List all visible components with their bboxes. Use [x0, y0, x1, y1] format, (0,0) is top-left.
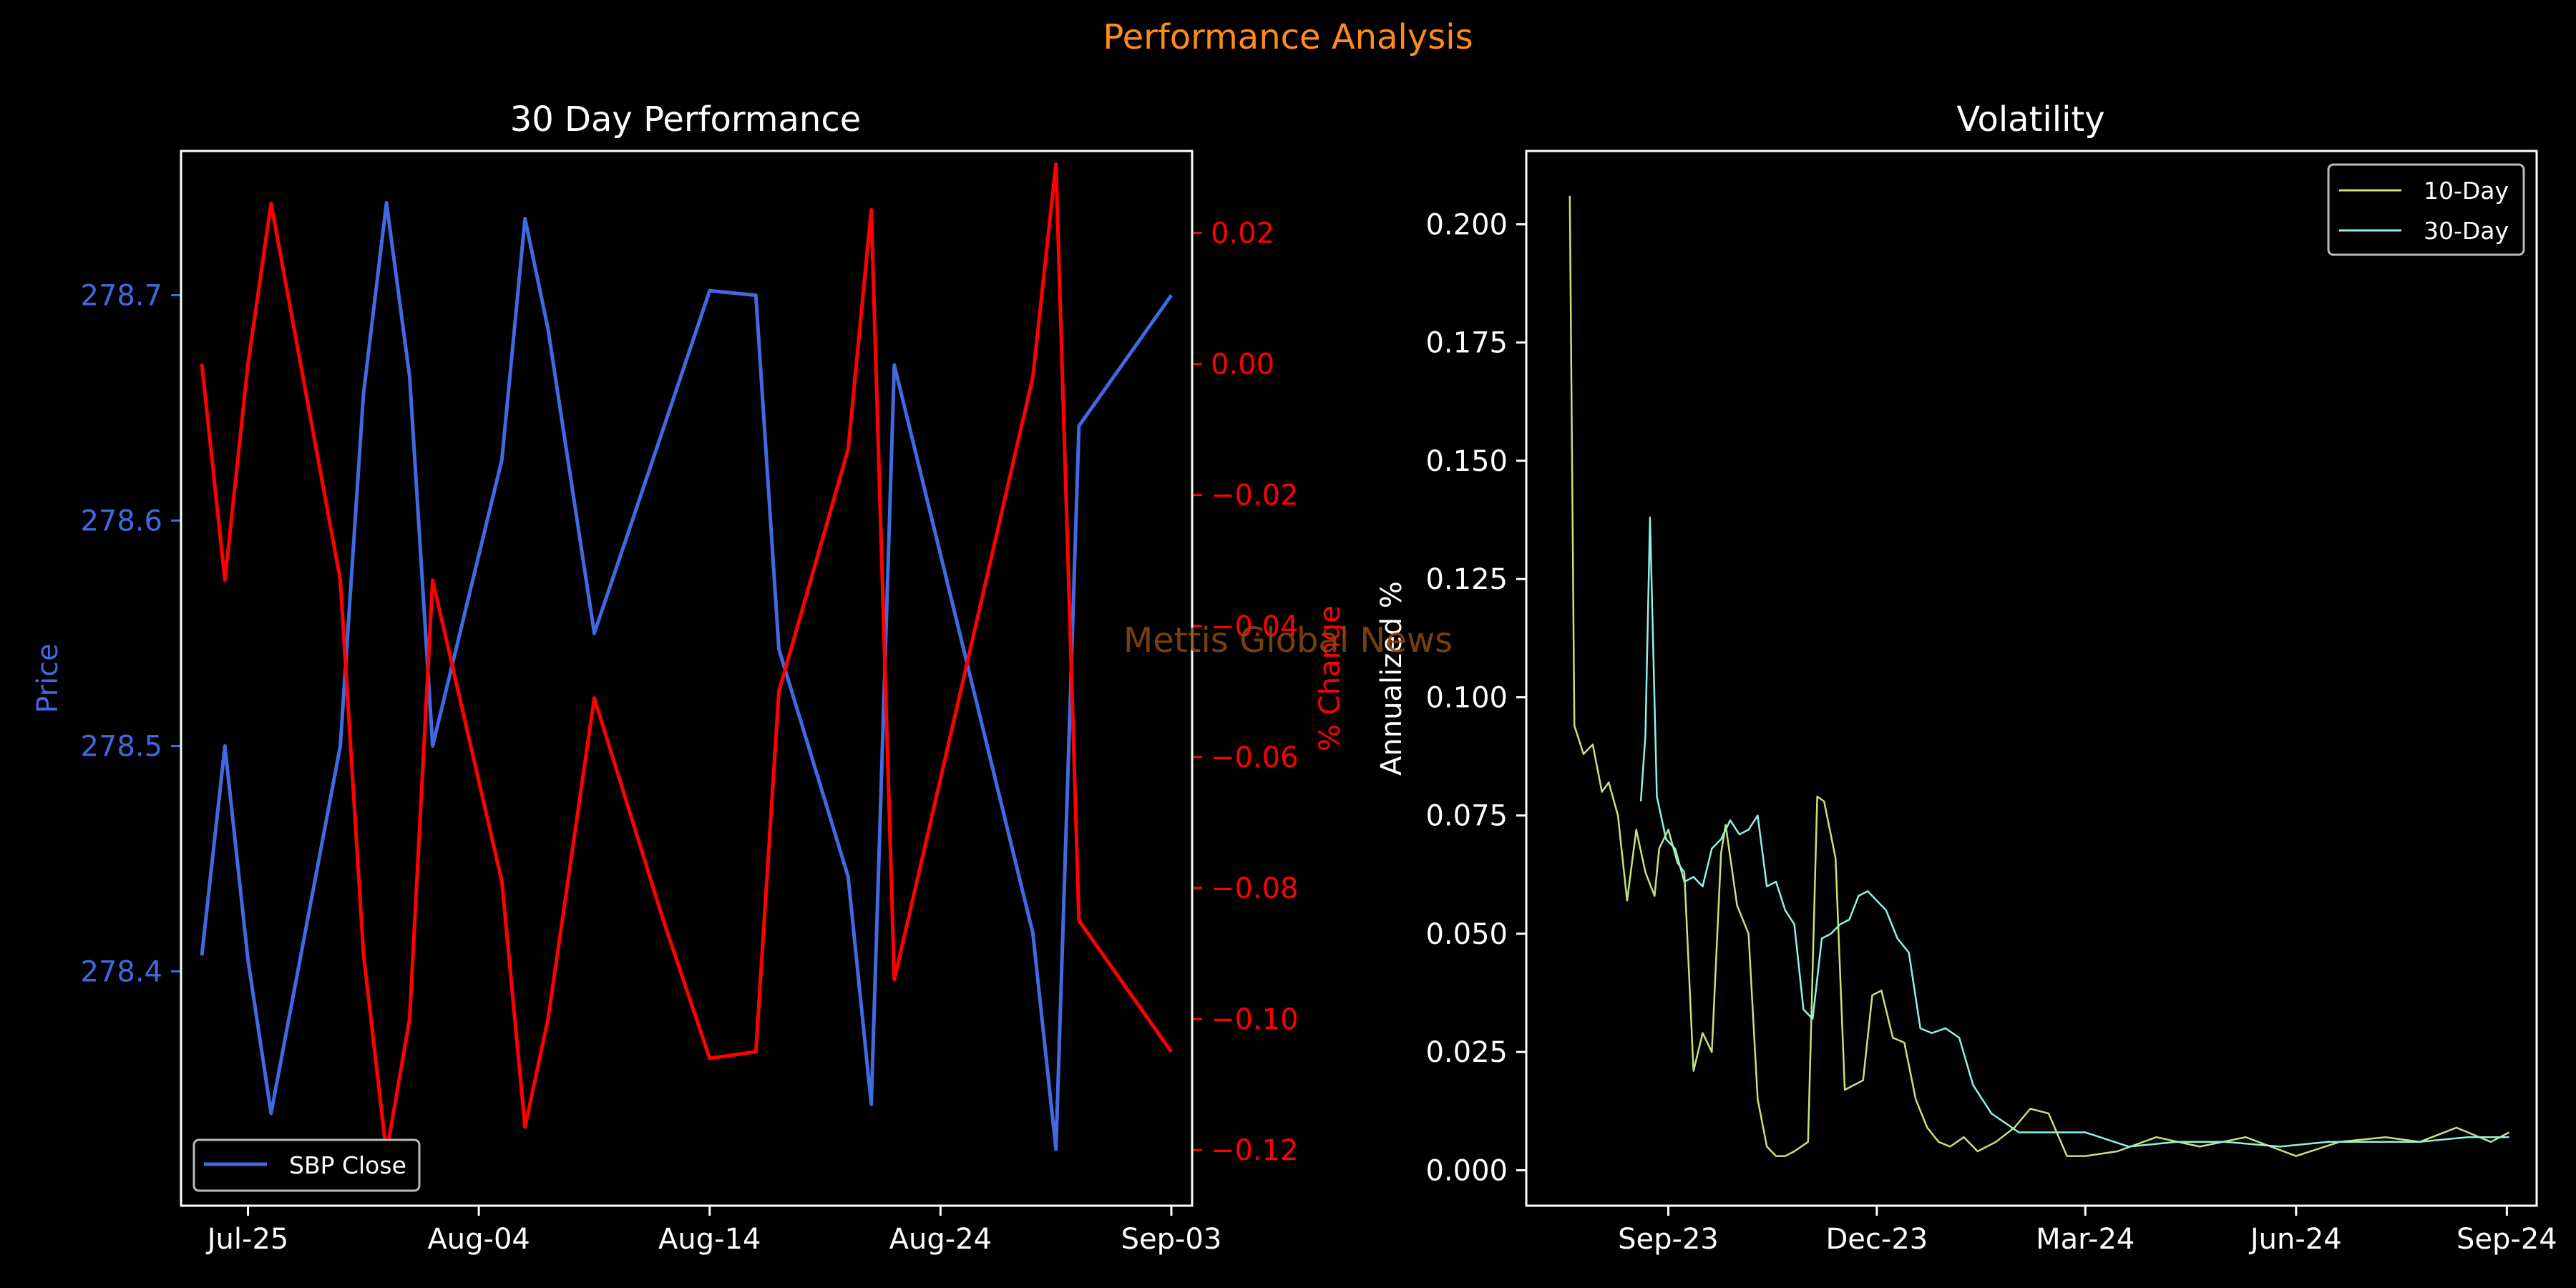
left-y-tick-label-278-7: 278.7 [80, 280, 162, 313]
right-plot-frame [1525, 150, 2538, 1207]
volatility-x-tick-label-mar-24: Mar-24 [2036, 1223, 2135, 1256]
left-x-tick-label-aug-04: Aug-04 [427, 1223, 530, 1256]
left-legend: SBP Close [192, 1138, 421, 1192]
right-y-tick-label-5: −0.08 [1211, 872, 1299, 905]
price-change-plot: Jul-25 Aug-04 Aug-14 Aug-24 Sep-03 278.4 278.5… [80, 162, 1299, 1256]
volatility-y-tick-label-0-000: 0.000 [1425, 1154, 1508, 1187]
right-y-axis-label: % Change [1314, 605, 1347, 751]
left-y-tick-label-278-4: 278.4 [80, 955, 162, 988]
left-plot-frame [180, 150, 1194, 1207]
volatility-y-tick-label-0-125: 0.125 [1425, 563, 1508, 596]
series-line-pct-change [200, 162, 1174, 1156]
left-y-axis-label: Price [31, 643, 64, 713]
left-x-tick-label-aug-24: Aug-24 [889, 1223, 992, 1256]
left-legend-box [192, 1138, 421, 1192]
figure-suptitle: Performance Analysis [1103, 17, 1473, 57]
series-line-30-day [1639, 517, 2509, 1148]
volatility-y-tick-label-0-075: 0.075 [1425, 800, 1508, 833]
volatility-y-tick-label-0-200: 0.200 [1425, 208, 1508, 241]
volatility-y-tick-label-0-175: 0.175 [1425, 327, 1508, 360]
legend-label-10-day: 10-Day [2424, 177, 2509, 205]
volatility-x-tick-label-sep-24: Sep-24 [2457, 1223, 2557, 1256]
volatility-x-tick-label-sep-23: Sep-23 [1618, 1223, 1719, 1256]
right-y-tick-label-3: −0.04 [1211, 610, 1299, 643]
legend-label-30-day: 30-Day [2424, 217, 2509, 245]
right-y-tick-label-4: −0.06 [1211, 741, 1299, 774]
right-y-tick-label-6: −0.10 [1211, 1003, 1299, 1036]
watermark: Mettis Global News [1123, 620, 1453, 660]
series-line-sbp-close [200, 200, 1174, 1151]
volatility-plot: Sep-23 Dec-23 Mar-24 Jun-24 Sep-24 0.000 0.025… [1425, 195, 2557, 1256]
volatility-x-tick-label-dec-23: Dec-23 [1826, 1223, 1928, 1256]
volatility-y-tick-label-0-050: 0.050 [1425, 918, 1508, 951]
volatility-legend: 10-Day 30-Day [2327, 163, 2525, 256]
left-legend-label-sbp-close: SBP Close [289, 1151, 406, 1179]
left-x-tick-label-aug-14: Aug-14 [658, 1223, 761, 1256]
left-chart-title: 30 Day Performance [510, 99, 862, 140]
left-y-tick-label-278-6: 278.6 [80, 505, 162, 538]
volatility-y-tick-label-0-100: 0.100 [1425, 681, 1508, 714]
left-x-tick-label-jul-25: Jul-25 [205, 1223, 289, 1256]
right-chart-title: Volatility [1956, 99, 2104, 140]
volatility-legend-box [2327, 163, 2525, 256]
series-line-10-day [1568, 195, 2510, 1157]
right-y-tick-label-1: 0.00 [1211, 348, 1274, 381]
volatility-y-tick-label-0-025: 0.025 [1425, 1036, 1508, 1069]
volatility-x-tick-label-jun-24: Jun-24 [2248, 1223, 2342, 1256]
volatility-y-axis-label: Annualized % [1375, 581, 1408, 776]
left-y-tick-label-278-5: 278.5 [80, 730, 162, 763]
right-y-tick-label-7: −0.12 [1211, 1134, 1299, 1167]
right-y-tick-label-0: 0.02 [1211, 217, 1274, 250]
left-x-tick-label-sep-03: Sep-03 [1121, 1223, 1222, 1256]
right-y-tick-label-2: −0.02 [1211, 479, 1299, 512]
volatility-y-tick-label-0-150: 0.150 [1425, 445, 1508, 478]
